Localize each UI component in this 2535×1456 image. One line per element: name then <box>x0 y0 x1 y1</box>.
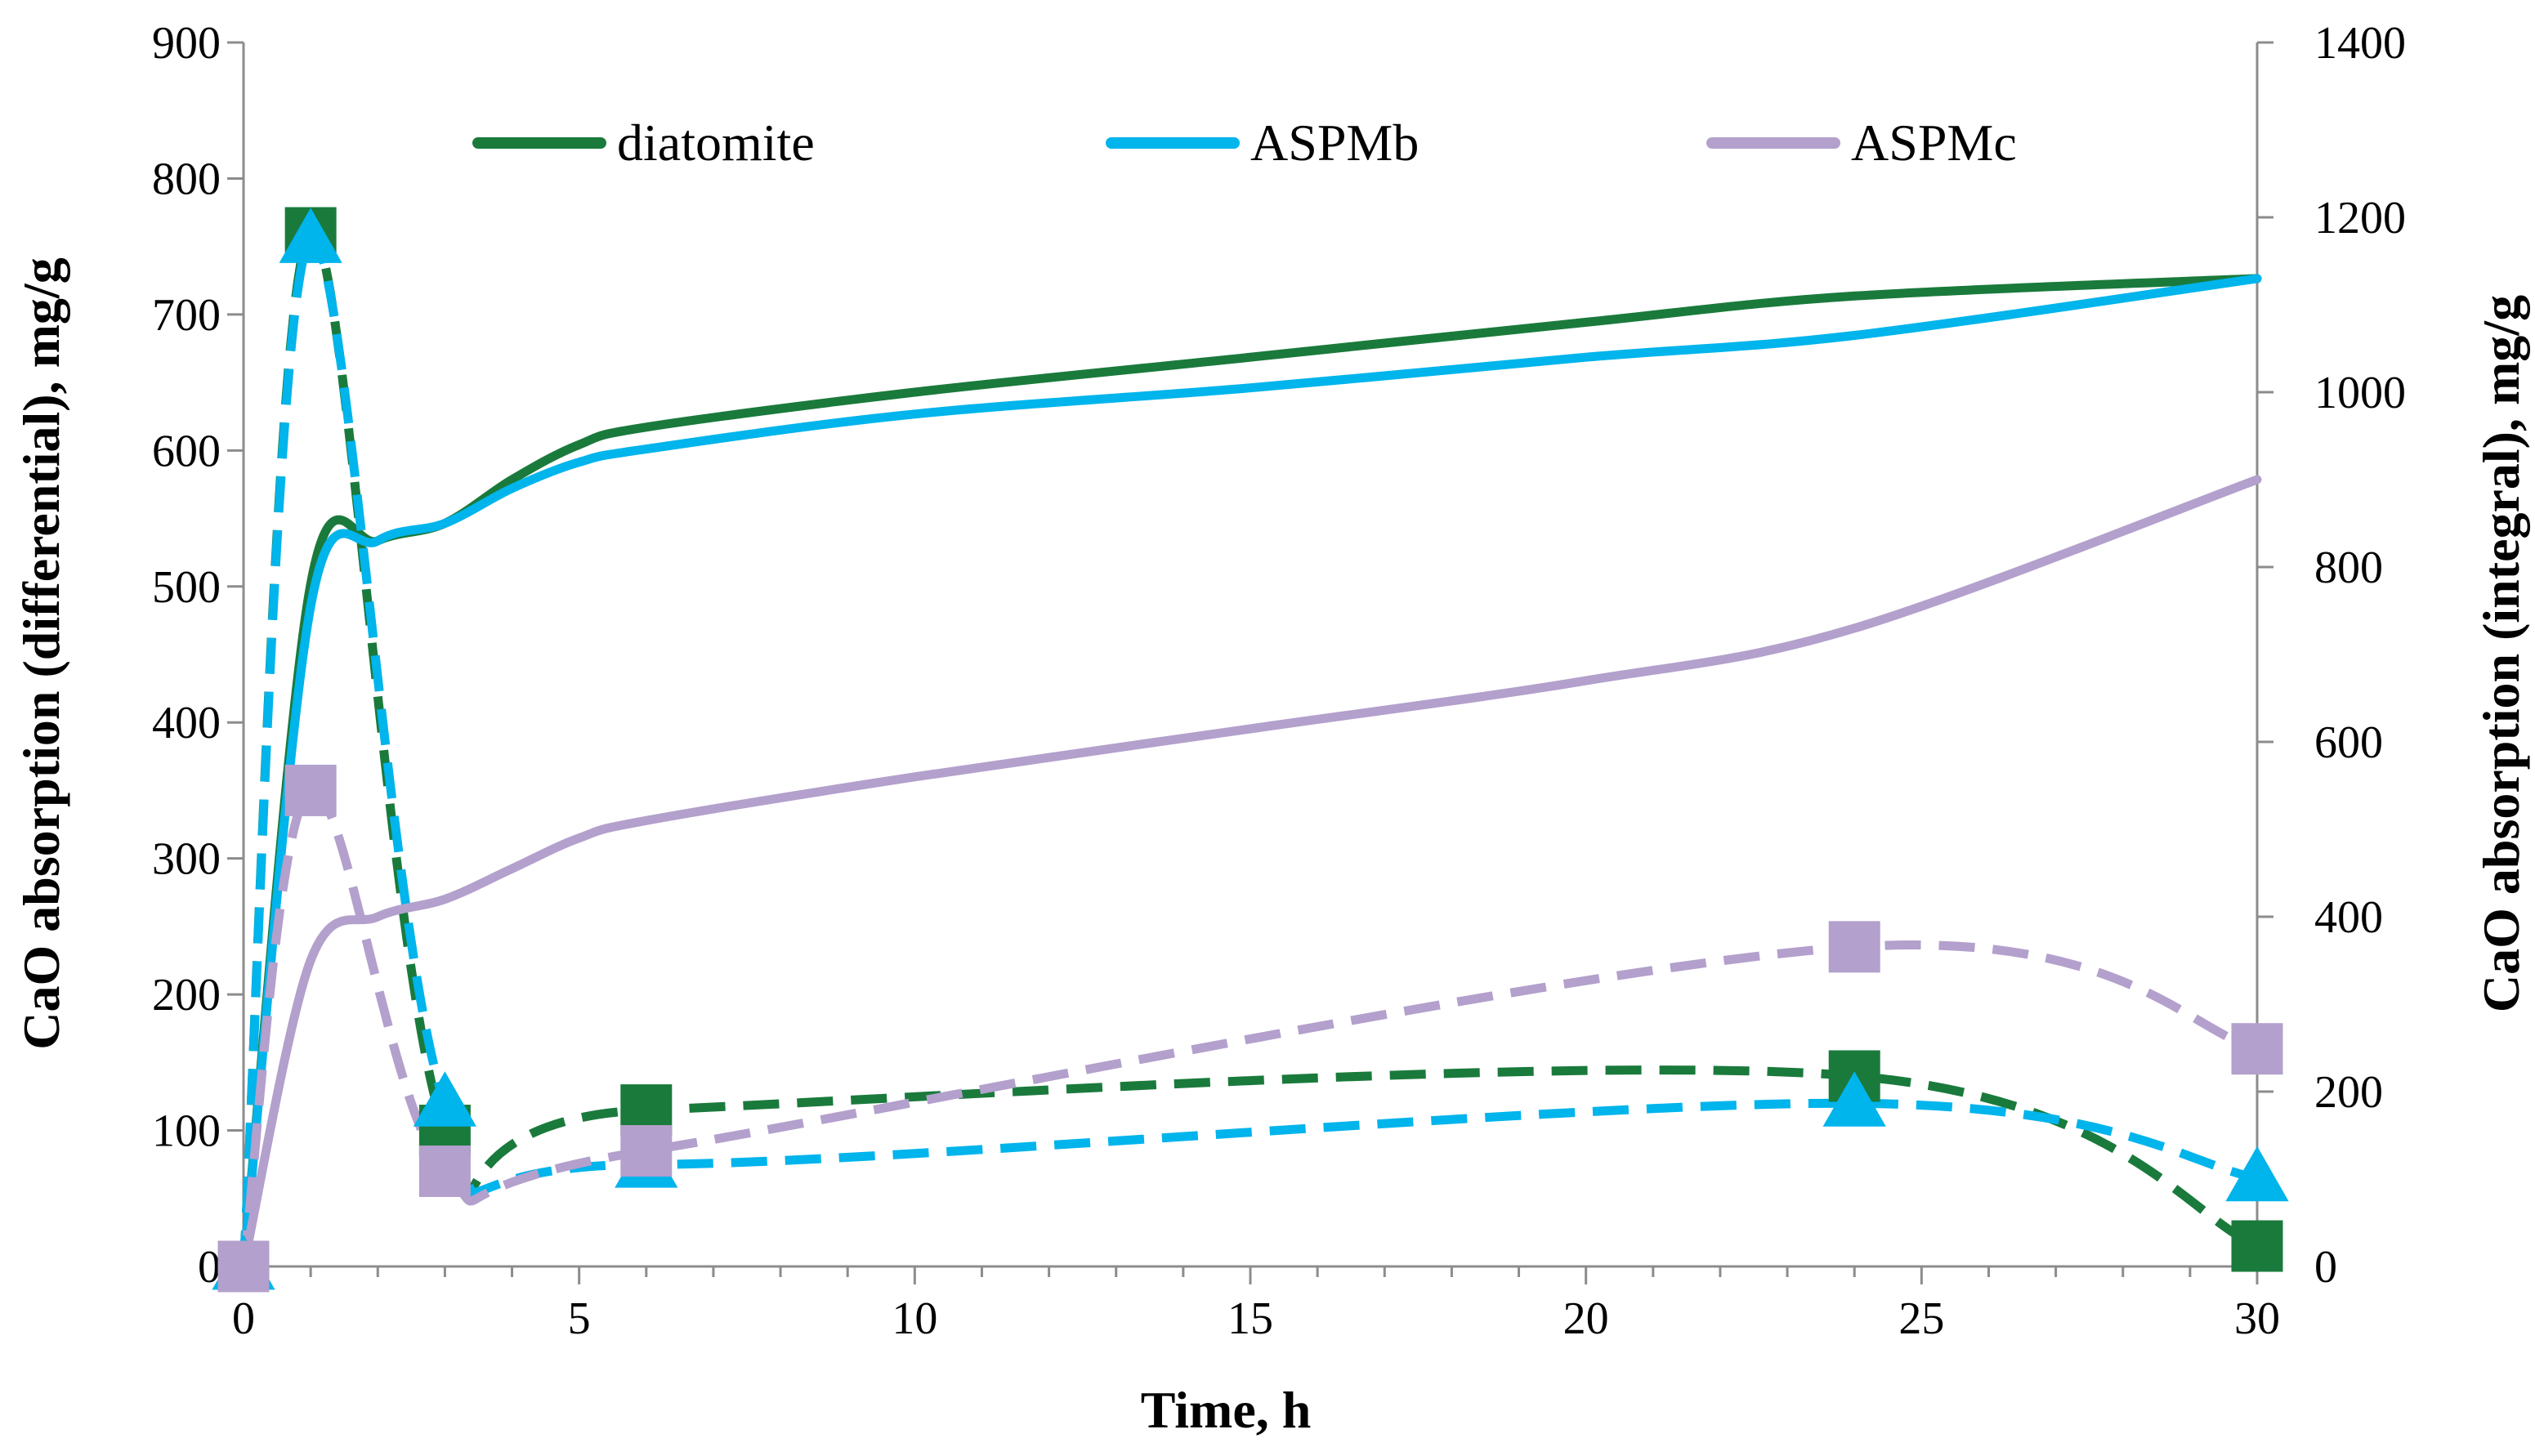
markers-aspmc <box>217 764 2283 1293</box>
y-left-tick-label: 200 <box>152 970 221 1021</box>
x-tick-label: 10 <box>892 1293 937 1344</box>
y-right-tick-label: 1400 <box>2314 18 2406 69</box>
y-left-tick-label: 400 <box>152 698 221 748</box>
y-axis-left-title: CaO absorption (differential), mg/g <box>12 257 70 1049</box>
y-right-tick-label: 600 <box>2314 717 2383 768</box>
y-right-tick-label: 1200 <box>2314 193 2406 243</box>
data-point-marker <box>2225 1146 2289 1202</box>
axes: 0 5 10 15 20 25 300100200300400500600700800900… <box>152 18 2406 1344</box>
x-tick-label: 25 <box>1898 1293 1944 1344</box>
data-point-marker <box>413 1071 476 1127</box>
series-aspmc <box>239 475 2262 1271</box>
data-point-marker <box>279 208 342 263</box>
legend-item-aspmc: ASPMc <box>1706 114 2017 172</box>
data-point-marker <box>1822 1071 1886 1127</box>
y-right-tick-label: 800 <box>2314 543 2383 593</box>
y-left-tick-label: 900 <box>152 18 221 69</box>
x-axis-title: Time, h <box>1141 1381 1312 1439</box>
x-tick-label: 5 <box>568 1293 591 1344</box>
series-layer <box>212 207 2289 1293</box>
data-point-marker <box>620 1125 673 1177</box>
legend-item-diatomite: diatomite <box>472 114 815 172</box>
legend-label: ASPMc <box>1851 114 2017 172</box>
y-left-tick-label: 500 <box>152 562 221 613</box>
legend-label: ASPMb <box>1250 114 1419 172</box>
y-right-tick-label: 0 <box>2314 1242 2337 1293</box>
y-left-tick-label: 600 <box>152 426 221 476</box>
x-tick-label: 30 <box>2234 1293 2280 1344</box>
data-point-marker <box>2231 1023 2283 1075</box>
y-left-tick-label: 300 <box>152 834 221 885</box>
y-axis-right-title: CaO absorption (integral), mg/g <box>2472 295 2530 1012</box>
y-left-tick-label: 800 <box>152 154 221 204</box>
markers-aspmb <box>212 208 2289 1290</box>
differential-line-aspmb <box>239 234 2259 1267</box>
legend: diatomite ASPMb ASPMc <box>472 114 2017 172</box>
x-tick-label: 20 <box>1563 1293 1609 1344</box>
integral-line-aspmb <box>239 274 2262 1271</box>
data-point-marker <box>284 764 337 816</box>
integral-line-aspmc <box>239 475 2262 1271</box>
series-aspmb <box>239 234 2262 1271</box>
y-left-tick-label: 700 <box>152 290 221 341</box>
y-right-tick-label: 200 <box>2314 1067 2383 1118</box>
x-tick-label: 15 <box>1227 1293 1273 1344</box>
x-tick-label: 0 <box>232 1293 255 1344</box>
y-left-tick-label: 100 <box>152 1106 221 1157</box>
integral-line-diatomite <box>239 274 2262 1271</box>
y-right-tick-label: 1000 <box>2314 368 2406 418</box>
data-point-marker <box>2231 1220 2283 1272</box>
data-point-marker <box>418 1145 471 1197</box>
data-point-marker <box>217 1240 270 1293</box>
legend-item-aspmb: ASPMb <box>1106 114 1419 172</box>
legend-label: diatomite <box>617 114 815 172</box>
differential-line-aspmc <box>239 785 2259 1267</box>
y-right-tick-label: 400 <box>2314 892 2383 943</box>
data-point-marker <box>1828 921 1880 973</box>
